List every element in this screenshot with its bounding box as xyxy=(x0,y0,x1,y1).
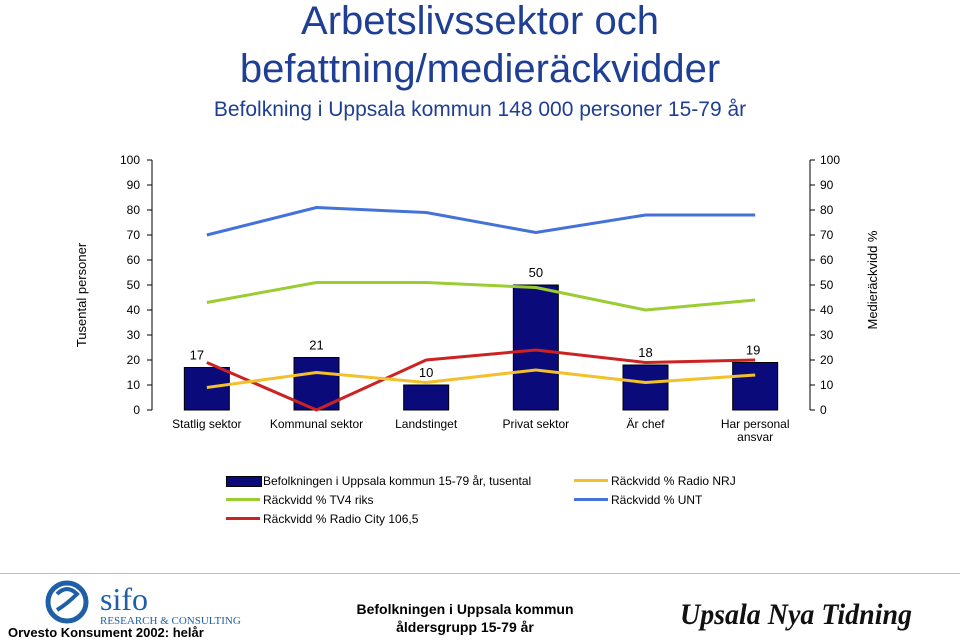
right-tick-label: 0 xyxy=(820,403,827,417)
x-tick-label: Privat sektor xyxy=(502,417,569,431)
right-tick-label: 50 xyxy=(820,278,834,292)
bar xyxy=(622,364,669,411)
bar-data-label: 50 xyxy=(529,265,543,280)
footer-divider xyxy=(0,573,960,574)
right-tick-label: 70 xyxy=(820,228,834,242)
x-tick-label: Statlig sektor xyxy=(172,417,241,431)
right-tick-label: 20 xyxy=(820,353,834,367)
legend-label: Befolkningen i Uppsala kommun 15-79 år, … xyxy=(263,474,532,488)
right-tick-label: 10 xyxy=(820,378,834,392)
right-tick-label: 40 xyxy=(820,303,834,317)
footer-caption-line-2: åldersgrupp 15-79 år xyxy=(396,619,534,635)
series-line xyxy=(206,281,756,312)
sifo-logo-tagline: RESEARCH & CONSULTING xyxy=(100,615,241,627)
bar-data-label: 19 xyxy=(746,343,760,358)
bar-data-label: 18 xyxy=(638,345,652,360)
footer-caption: Befolkningen i Uppsala kommun åldersgrup… xyxy=(340,600,590,636)
bar-data-label: 10 xyxy=(419,365,433,380)
series-line xyxy=(206,206,756,237)
chart-title-line-1: Arbetslivssektor och xyxy=(301,0,659,43)
legend-swatch xyxy=(574,498,608,501)
bar-data-label: 17 xyxy=(190,348,204,363)
right-tick-label: 90 xyxy=(820,178,834,192)
right-tick-label: 80 xyxy=(820,203,834,217)
unt-logo-word: Upsala Nya Tidning xyxy=(680,598,912,631)
legend-label: Räckvidd % Radio City 106,5 xyxy=(263,512,419,526)
series-line xyxy=(206,348,756,412)
left-tick-label: 50 xyxy=(127,278,141,292)
right-tick-label: 30 xyxy=(820,328,834,342)
left-tick-label: 60 xyxy=(127,253,141,267)
left-tick-label: 20 xyxy=(127,353,141,367)
left-tick-label: 80 xyxy=(127,203,141,217)
footer-caption-line-1: Befolkningen i Uppsala kommun xyxy=(356,601,574,617)
legend-swatch xyxy=(226,498,260,501)
series-line xyxy=(206,368,756,389)
left-tick-label: 90 xyxy=(127,178,141,192)
left-tick-label: 30 xyxy=(127,328,141,342)
right-tick-label: 60 xyxy=(820,253,834,267)
legend-swatch xyxy=(226,517,260,520)
legend-label: Räckvidd % Radio NRJ xyxy=(611,474,736,488)
legend-swatch xyxy=(226,476,262,487)
bar-data-label: 21 xyxy=(309,338,323,353)
y2-axis-title: Medieräckvidd % xyxy=(865,230,880,329)
left-tick-label: 100 xyxy=(120,153,140,167)
x-tick-label: ansvar xyxy=(737,430,773,444)
sifo-logo: sifo RESEARCH & CONSULTING xyxy=(45,580,241,627)
sifo-logo-word: sifo xyxy=(100,581,148,617)
y-axis-title: Tusental personer xyxy=(74,242,89,347)
bar xyxy=(512,284,559,411)
bar xyxy=(183,367,230,411)
legend-label: Räckvidd % UNT xyxy=(611,493,703,507)
x-tick-label: Har personal xyxy=(721,417,790,431)
x-tick-label: Kommunal sektor xyxy=(270,417,363,431)
right-tick-label: 100 xyxy=(820,153,840,167)
bar xyxy=(403,384,450,411)
chart-title-line-2: befattning/medieräckvidder xyxy=(239,47,721,91)
x-tick-label: Landstinget xyxy=(395,417,458,431)
source-note: Orvesto Konsument 2002: helår xyxy=(8,625,204,640)
left-tick-label: 10 xyxy=(127,378,141,392)
unt-logo: Upsala Nya Tidning xyxy=(680,598,912,631)
left-tick-label: 0 xyxy=(133,403,140,417)
bar xyxy=(732,362,779,411)
legend-label: Räckvidd % TV4 riks xyxy=(263,493,374,507)
left-tick-label: 40 xyxy=(127,303,141,317)
bar xyxy=(293,357,340,411)
left-tick-label: 70 xyxy=(127,228,141,242)
chart-subtitle: Befolkning i Uppsala kommun 148 000 pers… xyxy=(213,98,747,121)
legend-swatch xyxy=(574,479,608,482)
x-tick-label: Är chef xyxy=(626,417,665,431)
